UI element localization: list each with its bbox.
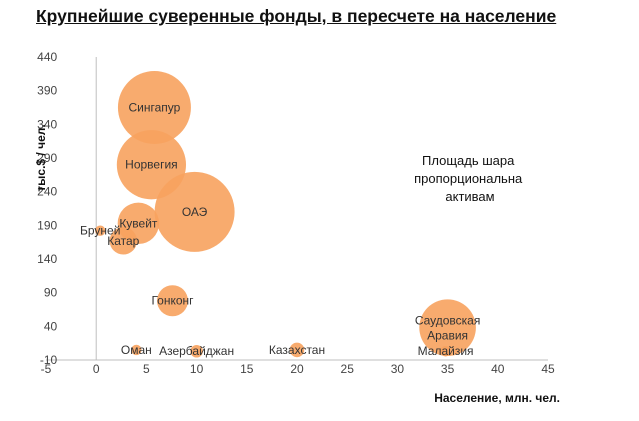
y-tick-label: 440 — [37, 50, 57, 64]
bubble-label: Катар — [107, 234, 139, 248]
bubble — [440, 346, 451, 357]
y-tick-label: 40 — [44, 319, 58, 333]
x-axis-title: Население, млн. чел. — [434, 391, 560, 405]
bubble-label: Гонконг — [151, 294, 194, 308]
x-tick-label: 45 — [541, 362, 555, 376]
y-tick-label: 90 — [44, 286, 58, 300]
legend-note: Площадь шара пропорциональна активам — [414, 153, 526, 204]
bubble-label: Норвегия — [125, 158, 178, 172]
bubble-label: Сингапур — [129, 101, 181, 115]
y-axis-title: тыс.$ / чел. — [34, 124, 48, 191]
legend-note-line-3: активам — [445, 189, 494, 204]
x-tick-label: 5 — [143, 362, 150, 376]
x-tick-label: 25 — [341, 362, 355, 376]
bubble-label: Саудовская Аравия — [415, 314, 481, 343]
x-tick-label: 10 — [190, 362, 204, 376]
y-tick-label: 140 — [37, 252, 57, 266]
x-tick-label: 40 — [491, 362, 505, 376]
bubble — [116, 130, 187, 200]
bubble-label: Азербайджан — [159, 344, 234, 358]
y-tick-label: 340 — [37, 117, 57, 131]
y-tick-label: -10 — [40, 353, 58, 367]
bubble-label: ОАЭ — [182, 205, 208, 219]
x-tick-label: 30 — [391, 362, 405, 376]
y-tick-label: 240 — [37, 185, 57, 199]
bubble — [419, 299, 476, 356]
bubble — [289, 342, 305, 358]
bubble — [154, 171, 235, 252]
legend-note-line-2: пропорциональна — [414, 171, 523, 186]
bubble — [157, 285, 189, 317]
bubble — [131, 344, 142, 356]
bubble — [109, 227, 138, 255]
x-tick-label: -5 — [41, 362, 52, 376]
bubble-label: Бруней — [80, 224, 120, 238]
x-tick-group: -5 0 5 10 15 20 25 30 35 40 45 — [41, 362, 555, 376]
y-tick-label: 190 — [37, 218, 57, 232]
x-tick-label: 20 — [290, 362, 304, 376]
bubble — [95, 225, 106, 236]
bubble-label: Казахстан — [269, 343, 325, 357]
bubble — [117, 71, 191, 144]
x-tick-label: 15 — [240, 362, 254, 376]
bubble-label: Малайзия — [418, 344, 474, 358]
legend-note-line-1: Площадь шара — [422, 153, 515, 168]
y-tick-label: 290 — [37, 151, 57, 165]
bubble-label: Кувейт — [119, 216, 158, 230]
x-tick-label: 0 — [93, 362, 100, 376]
bubble-series — [95, 71, 476, 358]
chart-title: Крупнейшие суверенные фонды, в пересчете… — [36, 6, 557, 26]
bubble — [190, 344, 203, 358]
y-tick-label: 390 — [37, 84, 57, 98]
x-tick-label: 35 — [441, 362, 455, 376]
y-tick-group: -10 40 90 140 190 240 290 340 390 440 — [37, 50, 57, 367]
bubble-label: Оман — [121, 343, 152, 357]
